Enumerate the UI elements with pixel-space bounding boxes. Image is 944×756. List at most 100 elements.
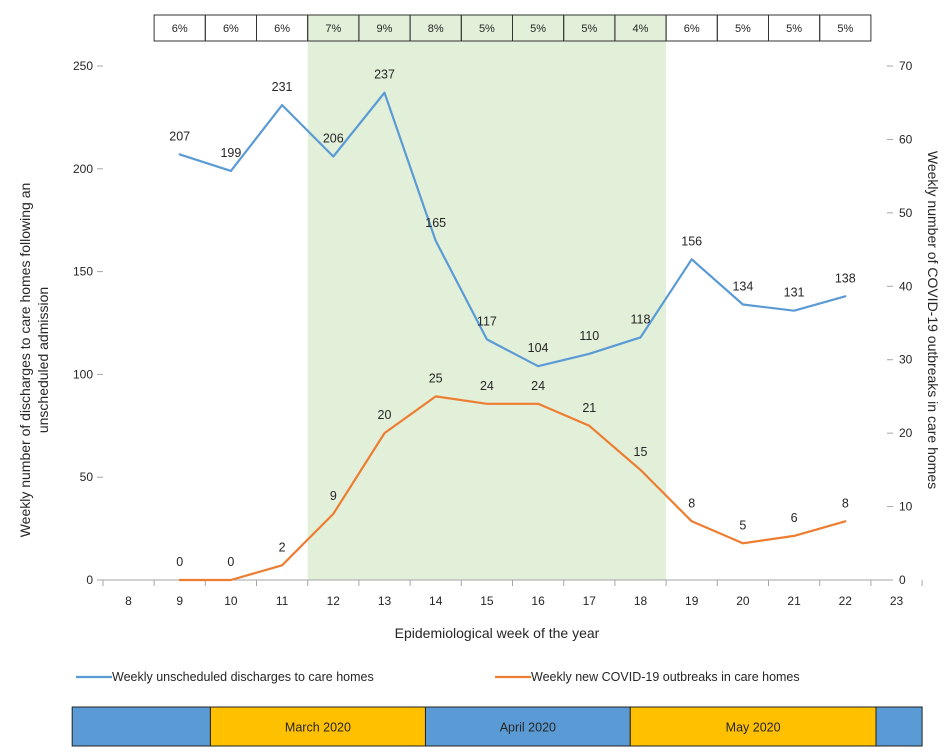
month-label: April 2020 (500, 721, 556, 735)
data-label-outbreaks: 0 (227, 555, 234, 569)
data-label-discharges: 237 (374, 68, 395, 82)
percent-value: 6% (172, 23, 188, 35)
x-axis-title: Epidemiological week of the year (395, 625, 600, 641)
percent-cell (819, 14, 872, 42)
month-bar: March 2020 April 2020 May 2020 (71, 706, 923, 747)
data-label-discharges: 199 (220, 146, 241, 160)
month-segment (209, 706, 426, 747)
data-label-outbreaks: 25 (429, 371, 443, 385)
shaded-region-layer (307, 15, 667, 580)
data-label-discharges: 110 (579, 329, 599, 343)
series-layer (178, 91, 847, 582)
data-label-outbreaks: 0 (176, 555, 183, 569)
y2-tick-label: 50 (899, 206, 913, 220)
percent-value: 4% (633, 23, 649, 35)
x-tick-label: 10 (224, 594, 238, 608)
data-label-outbreaks: 15 (634, 445, 648, 459)
y2-axis-title: Weekly number of COVID-19 outbreaks in c… (925, 151, 941, 489)
data-label-discharges: 118 (631, 312, 651, 326)
percent-value: 5% (581, 23, 597, 35)
data-label-discharges: 131 (784, 286, 805, 300)
month-segment (71, 706, 211, 747)
x-tick-label: 17 (583, 594, 597, 608)
data-label-discharges: 134 (732, 279, 753, 293)
y-axis-title-line-2: unscheduled admission (35, 287, 51, 433)
y-tick-label: 50 (80, 470, 94, 484)
month-segment (424, 706, 631, 747)
y2-tick-label: 10 (899, 500, 913, 514)
month-label: May 2020 (726, 721, 781, 735)
x-tick-label: 19 (685, 594, 699, 608)
x-tick-label: 13 (378, 594, 392, 608)
x-tick-label: 23 (890, 594, 904, 608)
y2-tick-label: 20 (899, 426, 913, 440)
data-label-discharges: 104 (528, 341, 549, 355)
data-label-outbreaks: 8 (842, 496, 849, 510)
y-tick-label: 0 (86, 573, 93, 587)
y2-tick-label: 0 (899, 573, 906, 587)
month-segment (875, 706, 923, 747)
x-tick-label: 8 (125, 594, 132, 608)
percent-value: 8% (428, 23, 444, 35)
percent-value: 6% (684, 23, 700, 35)
shaded-period (307, 15, 667, 580)
percent-value: 7% (325, 23, 341, 35)
month-segment (629, 706, 877, 747)
y2-axis-title-text: Weekly number of COVID-19 outbreaks in c… (925, 151, 941, 489)
data-label-outbreaks: 24 (531, 379, 545, 393)
percent-table: 6% 6% 6% 7% 9% 8% 5% 5% 5% 4% 6% 5% 5% 5% (153, 14, 872, 42)
data-label-outbreaks: 21 (582, 401, 596, 415)
data-label-outbreaks: 24 (480, 379, 494, 393)
percent-value: 9% (377, 23, 393, 35)
data-label-discharges: 117 (477, 314, 497, 328)
series-line-outbreaks (178, 395, 847, 582)
percent-value: 5% (530, 23, 546, 35)
y2-tick-label: 40 (899, 279, 913, 293)
x-tick-label: 11 (276, 594, 289, 608)
x-tick-label: 12 (327, 594, 341, 608)
legend-label-outbreaks: Weekly new COVID-19 outbreaks in care ho… (531, 670, 800, 684)
percent-value: 5% (786, 23, 802, 35)
percent-value: 5% (837, 23, 853, 35)
x-tick-label: 22 (839, 594, 853, 608)
month-label: March 2020 (285, 721, 351, 735)
y-tick-label: 200 (73, 162, 93, 176)
x-tick-label: 18 (634, 594, 648, 608)
x-tick-label: 14 (429, 594, 443, 608)
y2-tick-label: 70 (899, 59, 913, 73)
y2-tick-label: 60 (899, 132, 913, 146)
data-label-outbreaks: 9 (330, 489, 337, 503)
series-line-discharges (178, 91, 847, 368)
data-label-discharges: 165 (425, 216, 446, 230)
percent-value: 6% (223, 23, 239, 35)
x-tick-label: 16 (531, 594, 545, 608)
data-label-discharges: 206 (323, 131, 344, 145)
x-tick-label: 21 (787, 594, 801, 608)
y-axis-title-line-1: Weekly number of discharges to care home… (17, 183, 33, 538)
x-tick-label: 9 (176, 594, 183, 608)
data-label-outbreaks: 5 (739, 518, 746, 532)
x-tick-label: 20 (736, 594, 750, 608)
percent-value: 6% (274, 23, 290, 35)
y-tick-label: 150 (73, 265, 93, 279)
y-tick-label: 250 (73, 59, 93, 73)
data-label-outbreaks: 6 (791, 511, 798, 525)
data-label-discharges: 156 (681, 234, 702, 248)
percent-value: 5% (479, 23, 495, 35)
percent-value: 5% (735, 23, 751, 35)
legend: Weekly unscheduled discharges to care ho… (76, 670, 800, 684)
data-label-discharges: 138 (835, 271, 856, 285)
y-tick-label: 100 (73, 367, 93, 381)
legend-label-discharges: Weekly unscheduled discharges to care ho… (112, 670, 374, 684)
axes-layer: 8 9 10 11 12 13 14 15 16 17 18 19 20 21 22 230501001502… (73, 59, 923, 608)
data-label-discharges: 231 (272, 80, 293, 94)
data-label-outbreaks: 20 (378, 408, 392, 422)
x-tick-label: 15 (480, 594, 494, 608)
data-label-outbreaks: 8 (688, 496, 695, 510)
data-label-outbreaks: 2 (279, 540, 286, 554)
y-axis-title: Weekly number of discharges to care home… (17, 183, 51, 538)
y2-tick-label: 30 (899, 353, 913, 367)
